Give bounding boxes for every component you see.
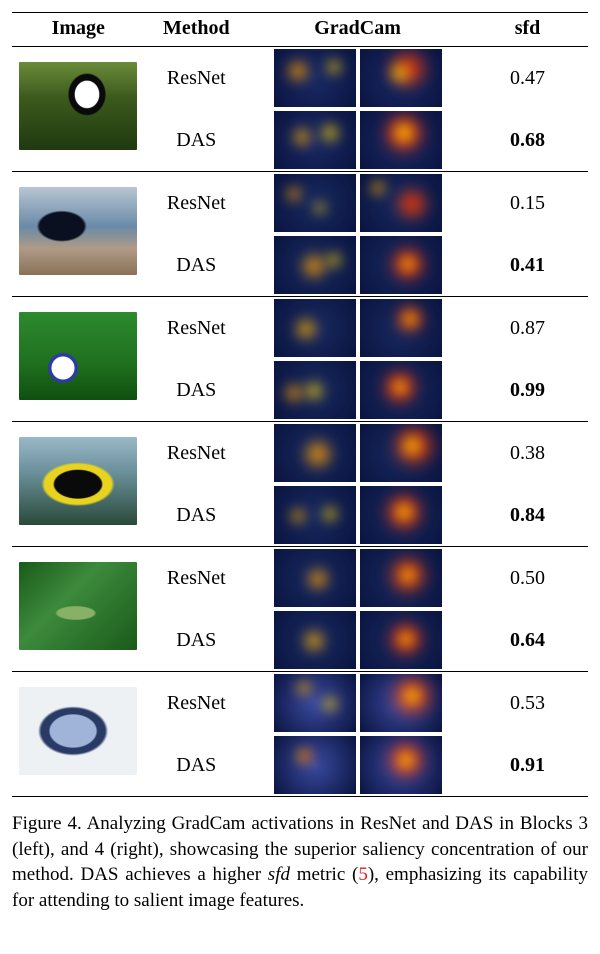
method-cell: DAS — [144, 484, 248, 547]
gradcam-heatmap — [360, 49, 442, 107]
figure-caption: Figure 4. Analyzing GradCam activations … — [12, 811, 588, 914]
gradcam-heatmap — [274, 174, 356, 232]
table-row: ResNet 0.50 — [12, 547, 588, 610]
caption-ref: 5 — [358, 864, 368, 885]
method-cell: DAS — [144, 609, 248, 672]
method-cell: DAS — [144, 109, 248, 172]
method-cell: ResNet — [144, 672, 248, 735]
source-image — [19, 687, 137, 775]
sfd-cell: 0.64 — [467, 609, 588, 672]
gradcam-heatmap — [360, 236, 442, 294]
gradcam-cell — [248, 734, 467, 797]
image-cell — [12, 672, 144, 797]
table-header: GradCam — [248, 13, 467, 47]
gradcam-heatmap — [274, 111, 356, 169]
method-cell: ResNet — [144, 172, 248, 235]
method-cell: ResNet — [144, 547, 248, 610]
caption-prefix: Figure 4. — [12, 813, 87, 834]
method-cell: ResNet — [144, 297, 248, 360]
gradcam-heatmap — [274, 611, 356, 669]
gradcam-heatmap — [360, 361, 442, 419]
caption-text-b: metric ( — [290, 864, 358, 885]
gradcam-heatmap — [274, 361, 356, 419]
gradcam-heatmap — [274, 49, 356, 107]
source-image — [19, 437, 137, 525]
image-cell — [12, 422, 144, 547]
image-cell — [12, 172, 144, 297]
source-image — [19, 187, 137, 275]
gradcam-heatmap — [360, 424, 442, 482]
gradcam-cell — [248, 297, 467, 360]
gradcam-heatmap — [274, 736, 356, 794]
method-cell: DAS — [144, 359, 248, 422]
gradcam-heatmap — [274, 299, 356, 357]
gradcam-heatmap — [360, 611, 442, 669]
gradcam-heatmap — [274, 236, 356, 294]
table-row: ResNet 0.53 — [12, 672, 588, 735]
gradcam-cell — [248, 484, 467, 547]
gradcam-cell — [248, 547, 467, 610]
gradcam-cell — [248, 47, 467, 110]
sfd-cell: 0.38 — [467, 422, 588, 485]
gradcam-cell — [248, 609, 467, 672]
gradcam-cell — [248, 672, 467, 735]
gradcam-heatmap — [360, 111, 442, 169]
table-row: ResNet 0.47 — [12, 47, 588, 110]
sfd-cell: 0.53 — [467, 672, 588, 735]
gradcam-heatmap — [360, 736, 442, 794]
gradcam-heatmap — [274, 674, 356, 732]
image-cell — [12, 297, 144, 422]
gradcam-cell — [248, 359, 467, 422]
table-row: ResNet 0.87 — [12, 297, 588, 360]
source-image — [19, 312, 137, 400]
gradcam-heatmap — [360, 486, 442, 544]
method-cell: DAS — [144, 734, 248, 797]
gradcam-heatmap — [274, 549, 356, 607]
sfd-cell: 0.84 — [467, 484, 588, 547]
sfd-cell: 0.15 — [467, 172, 588, 235]
sfd-cell: 0.50 — [467, 547, 588, 610]
table-header: sfd — [467, 13, 588, 47]
gradcam-heatmap — [360, 174, 442, 232]
results-table: ImageMethodGradCamsfd ResNet0.47DAS0.68R… — [12, 12, 588, 797]
gradcam-heatmap — [274, 486, 356, 544]
gradcam-heatmap — [360, 549, 442, 607]
table-header: Image — [12, 13, 144, 47]
sfd-cell: 0.87 — [467, 297, 588, 360]
table-header: Method — [144, 13, 248, 47]
image-cell — [12, 47, 144, 172]
source-image — [19, 62, 137, 150]
gradcam-heatmap — [360, 299, 442, 357]
gradcam-cell — [248, 172, 467, 235]
method-cell: DAS — [144, 234, 248, 297]
method-cell: ResNet — [144, 422, 248, 485]
gradcam-heatmap — [274, 424, 356, 482]
table-row: ResNet 0.38 — [12, 422, 588, 485]
gradcam-heatmap — [360, 674, 442, 732]
source-image — [19, 562, 137, 650]
sfd-cell: 0.47 — [467, 47, 588, 110]
caption-metric: sfd — [268, 864, 290, 885]
table-header-row: ImageMethodGradCamsfd — [12, 13, 588, 47]
sfd-cell: 0.99 — [467, 359, 588, 422]
method-cell: ResNet — [144, 47, 248, 110]
gradcam-cell — [248, 109, 467, 172]
image-cell — [12, 547, 144, 672]
table-row: ResNet 0.15 — [12, 172, 588, 235]
gradcam-cell — [248, 422, 467, 485]
sfd-cell: 0.91 — [467, 734, 588, 797]
sfd-cell: 0.41 — [467, 234, 588, 297]
sfd-cell: 0.68 — [467, 109, 588, 172]
gradcam-cell — [248, 234, 467, 297]
